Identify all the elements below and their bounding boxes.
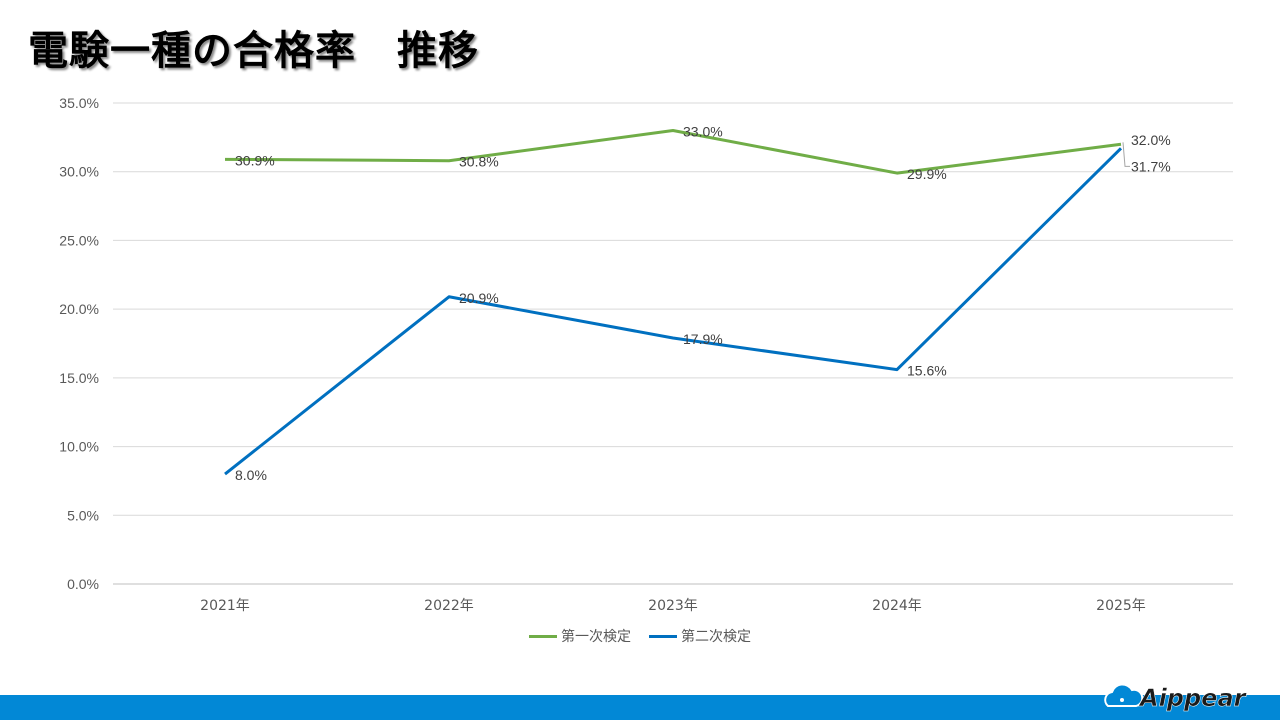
page-title: 電験一種の合格率 推移 [28, 28, 479, 74]
data-label: 20.9% [459, 290, 499, 306]
series-line-2 [224, 147, 1123, 476]
legend-item-series-2: 第二次検定 [649, 626, 751, 646]
y-tick-label: 0.0% [67, 576, 99, 592]
legend-label: 第二次検定 [681, 629, 751, 645]
svg-text:Aippear: Aippear [1138, 684, 1248, 712]
data-label: 29.9% [907, 166, 947, 182]
y-tick-label: 15.0% [59, 370, 99, 386]
y-tick-label: 5.0% [67, 507, 99, 523]
x-tick-label: 2022年 [424, 598, 474, 614]
aippear-logo: Aippear [1104, 683, 1248, 712]
y-tick-label: 10.0% [59, 439, 99, 455]
x-tick-label: 2023年 [648, 598, 698, 614]
data-label: 30.9% [235, 152, 275, 168]
legend-label: 第一次検定 [561, 629, 631, 645]
y-tick-label: 25.0% [59, 232, 99, 248]
legend-item-series-1: 第一次検定 [529, 626, 631, 646]
data-label: 8.0% [235, 467, 267, 483]
y-tick-label: 30.0% [59, 164, 99, 180]
x-tick-label: 2021年 [200, 598, 250, 614]
data-label: 33.0% [683, 123, 723, 139]
data-label: 17.9% [683, 331, 723, 347]
legend: 第一次検定 第二次検定 [0, 626, 1280, 646]
series-line-1 [224, 128, 1122, 175]
x-tick-label: 2024年 [872, 598, 922, 614]
data-label: 32.0% [1131, 132, 1171, 148]
legend-swatch [649, 634, 677, 638]
leader-line [1122, 142, 1130, 167]
data-label: 31.7% [1131, 158, 1171, 174]
x-tick-label: 2025年 [1096, 598, 1146, 614]
footer-bar [0, 695, 1280, 720]
legend-swatch [529, 634, 557, 638]
y-tick-label: 35.0% [59, 95, 99, 111]
y-tick-label: 20.0% [59, 301, 99, 317]
data-label: 15.6% [907, 363, 947, 379]
data-label: 30.8% [459, 154, 499, 170]
